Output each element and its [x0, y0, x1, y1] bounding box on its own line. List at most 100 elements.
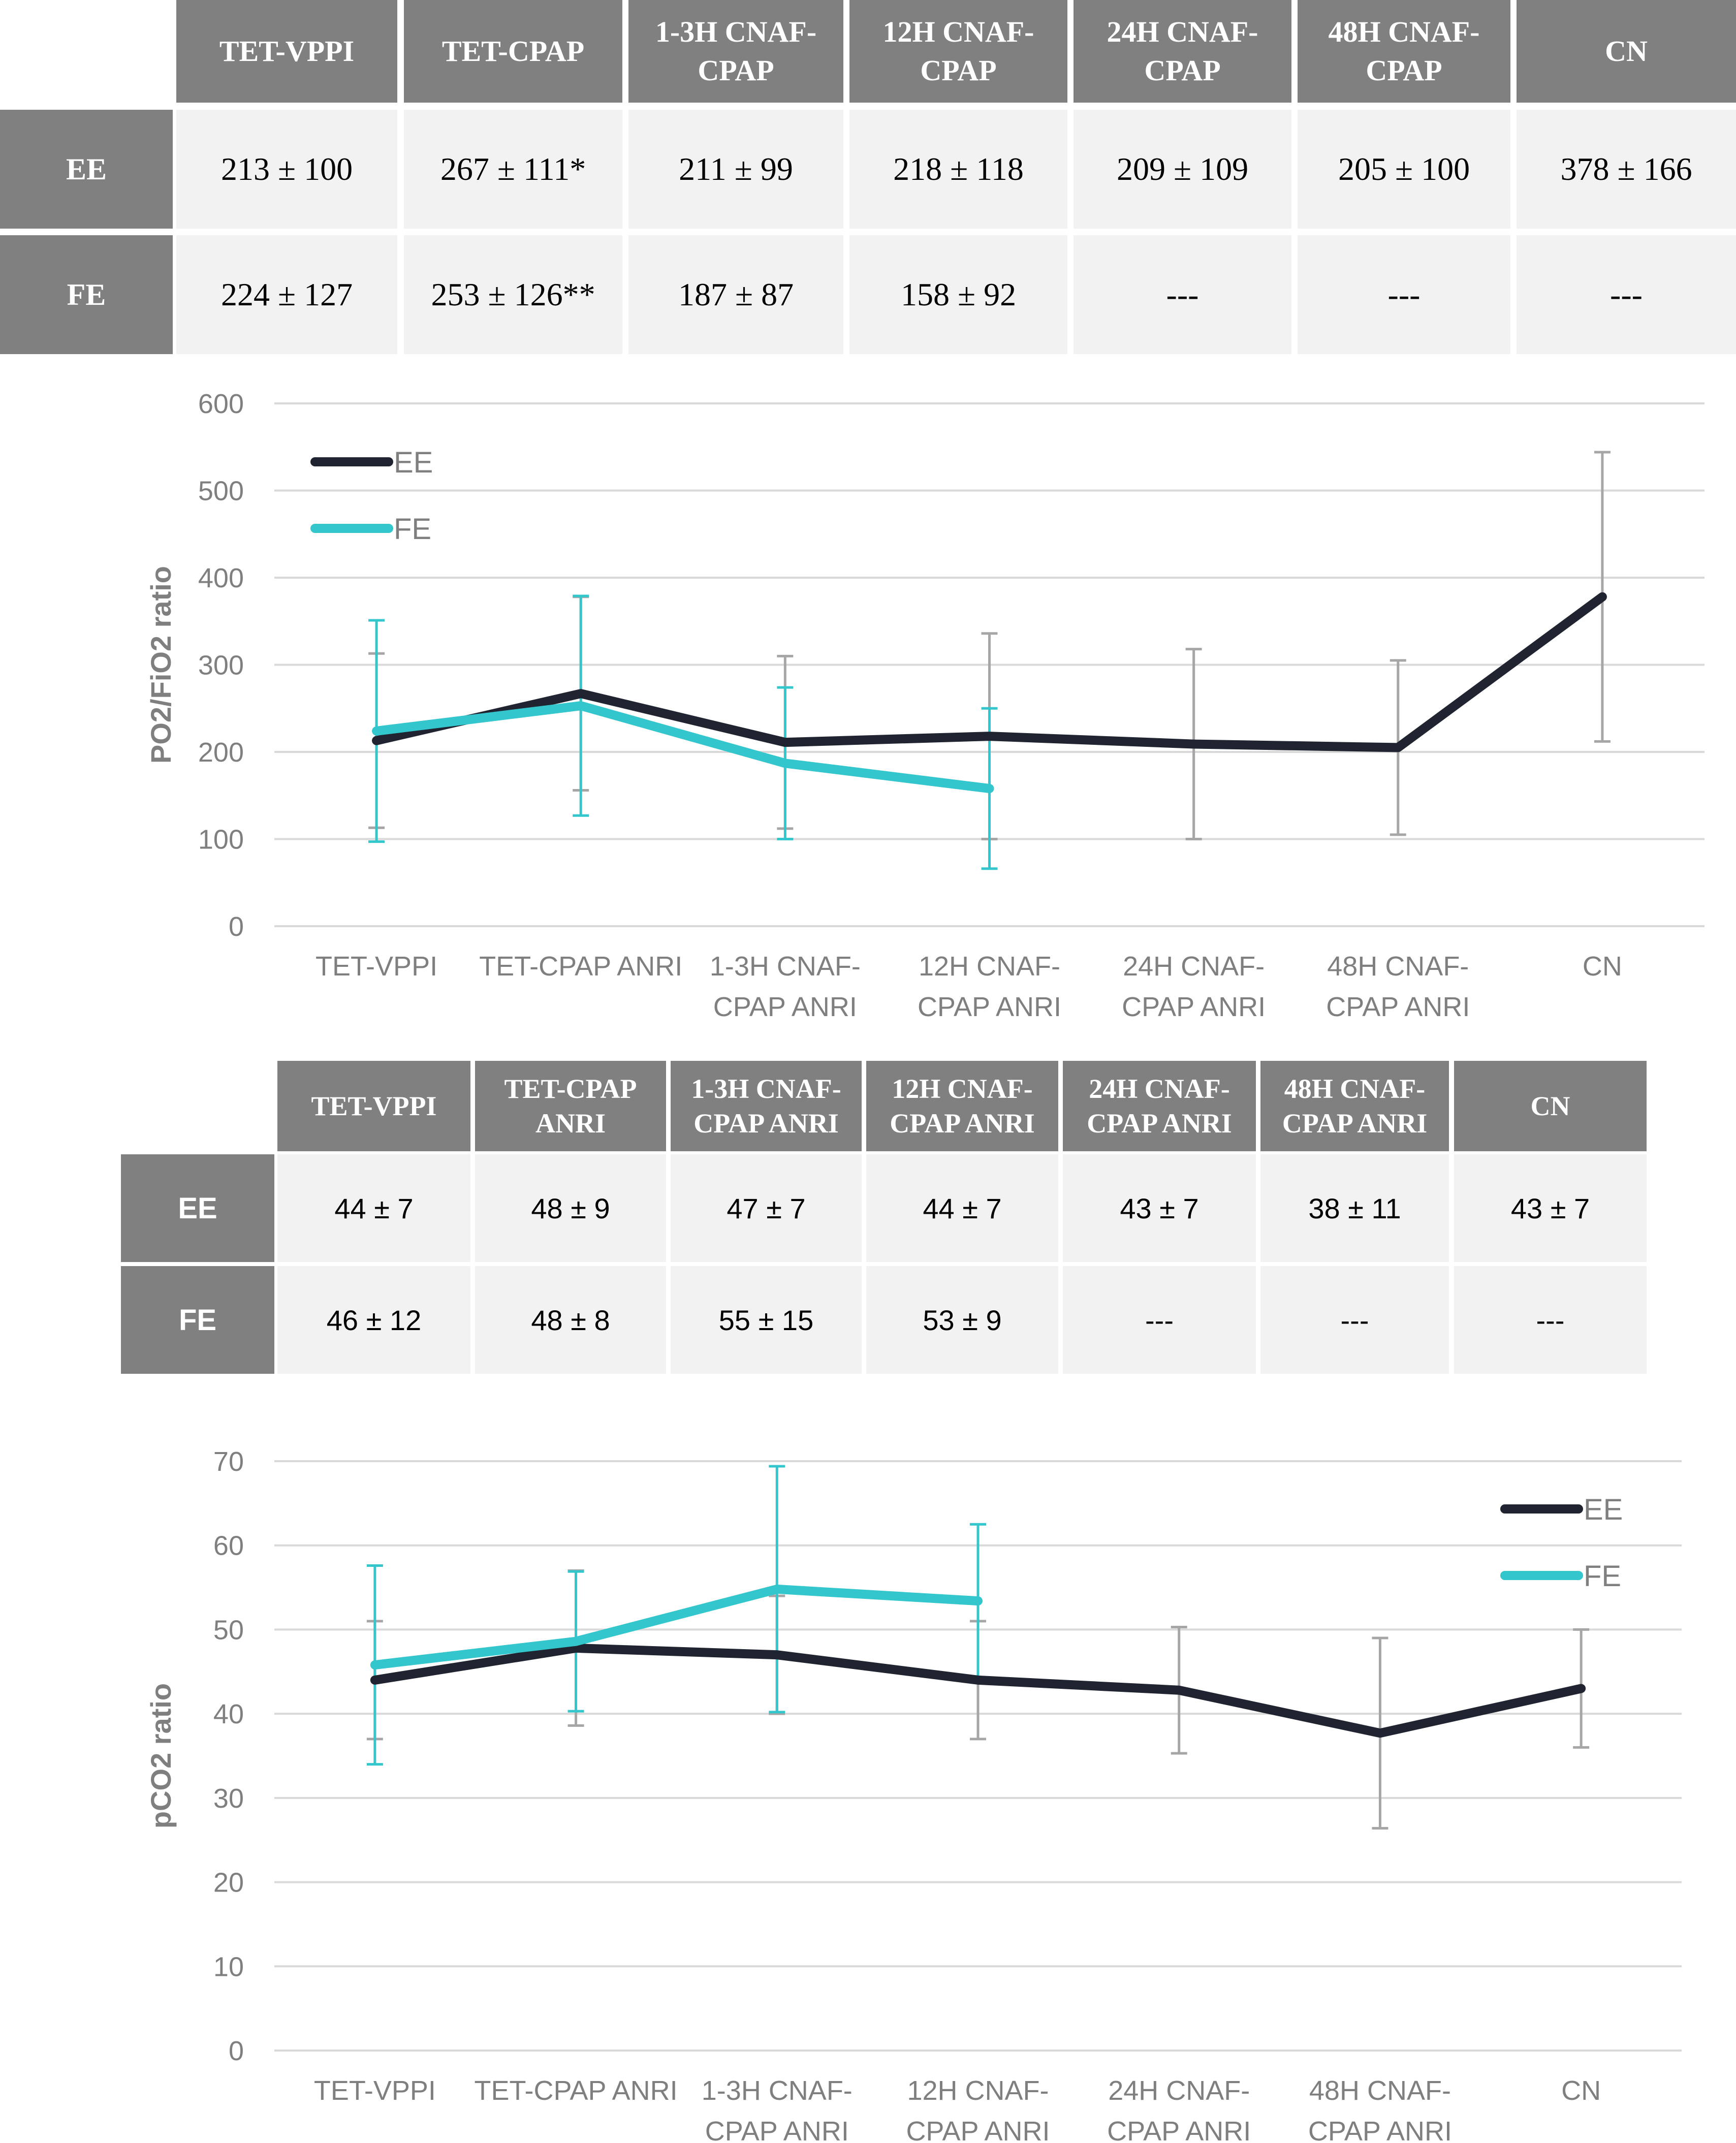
table-header-cell: TET-CPAP — [404, 0, 622, 103]
table-cell: --- — [1074, 235, 1291, 354]
data-point — [784, 742, 786, 743]
data-point — [575, 1647, 577, 1649]
x-tick-label: CPAP ANRI — [906, 2116, 1050, 2143]
data-point — [580, 693, 582, 695]
x-tick-label: CPAP ANRI — [1308, 2116, 1452, 2143]
x-tick-label: CPAP ANRI — [1122, 992, 1266, 1022]
data-point — [575, 1641, 577, 1642]
x-tick-label: TET-VPPI — [314, 2075, 436, 2106]
table-cell: 48 ± 8 — [475, 1266, 666, 1374]
table-row-label: FE — [121, 1266, 274, 1374]
table-header-cell: 1-3H CNAF- CPAP ANRI — [671, 1061, 862, 1151]
x-tick-label: 48H CNAF- — [1327, 951, 1469, 982]
table-cell: 53 ± 9 — [866, 1266, 1058, 1374]
table-cell: 253 ± 126** — [404, 235, 622, 354]
table-row-label: EE — [121, 1154, 274, 1262]
y-axis-label: pCO2 ratio — [145, 1683, 177, 1829]
y-tick-label: 40 — [213, 1699, 244, 1729]
y-tick-label: 20 — [213, 1868, 244, 1898]
table-cell: 267 ± 111* — [404, 110, 622, 229]
table-cell: 209 ± 109 — [1074, 110, 1291, 229]
y-tick-label: 30 — [213, 1783, 244, 1814]
y-tick-label: 600 — [198, 389, 244, 419]
table-header-cell: TET-CPAP ANRI — [475, 1061, 666, 1151]
data-point — [1379, 1732, 1381, 1734]
data-point — [989, 736, 990, 737]
table-header-cell: 12H CNAF- CPAP — [849, 0, 1067, 103]
data-point — [374, 1664, 375, 1666]
data-point — [776, 1588, 778, 1590]
data-point — [784, 763, 786, 764]
y-tick-label: 0 — [229, 2036, 244, 2066]
data-point — [977, 1679, 979, 1681]
table-header-cell: TET-VPPI — [277, 1061, 470, 1151]
legend-label: EE — [394, 446, 433, 479]
x-tick-label: 12H CNAF- — [919, 951, 1060, 982]
x-tick-label: 48H CNAF- — [1309, 2075, 1451, 2106]
y-tick-label: 60 — [213, 1531, 244, 1561]
x-tick-label: CN — [1583, 951, 1622, 982]
y-tick-label: 0 — [229, 911, 244, 942]
table-cell: 158 ± 92 — [849, 235, 1067, 354]
table-header-cell: 1-3H CNAF- CPAP — [628, 0, 843, 103]
table-row-label: FE — [0, 235, 173, 354]
x-tick-label: CPAP ANRI — [705, 2116, 849, 2143]
y-tick-label: 100 — [198, 825, 244, 855]
table-cell: 218 ± 118 — [849, 110, 1067, 229]
y-tick-label: 500 — [198, 476, 244, 507]
table-cell: 224 ± 127 — [176, 235, 397, 354]
data-point — [1581, 1688, 1582, 1689]
table-cell: 48 ± 9 — [475, 1154, 666, 1262]
series-line-fe — [372, 701, 994, 794]
x-tick-label: 1-3H CNAF- — [710, 951, 861, 982]
y-tick-label: 200 — [198, 737, 244, 768]
data-point — [1193, 743, 1194, 745]
x-tick-label: TET-VPPI — [315, 951, 437, 982]
table-row-label: EE — [0, 110, 173, 229]
table-cell: 43 ± 7 — [1454, 1154, 1647, 1262]
table-cell: --- — [1298, 235, 1510, 354]
legend-label: FE — [1584, 1560, 1621, 1593]
table-header-cell: TET-VPPI — [176, 0, 397, 103]
table-cell: --- — [1260, 1266, 1449, 1374]
table-header-cell: CN — [1454, 1061, 1647, 1151]
data-point — [376, 730, 377, 732]
table-cell: 38 ± 11 — [1260, 1154, 1449, 1262]
y-tick-label: 300 — [198, 650, 244, 681]
table-cell: --- — [1517, 235, 1736, 354]
table-cell: --- — [1454, 1266, 1647, 1374]
x-tick-label: CPAP ANRI — [1107, 2116, 1251, 2143]
x-tick-label: 24H CNAF- — [1108, 2075, 1250, 2106]
table-header-cell: 24H CNAF- CPAP — [1074, 0, 1291, 103]
data-point — [776, 1654, 778, 1656]
y-axis-label: PO2/FiO2 ratio — [145, 566, 177, 764]
table-cell: 44 ± 7 — [866, 1154, 1058, 1262]
data-point — [376, 740, 377, 741]
data-point — [989, 788, 990, 790]
table-cell: 44 ± 7 — [277, 1154, 470, 1262]
data-point — [580, 705, 582, 707]
x-tick-label: CPAP ANRI — [1326, 992, 1470, 1022]
table-cell: 187 ± 87 — [628, 235, 843, 354]
table-cell: --- — [1063, 1266, 1256, 1374]
y-tick-label: 10 — [213, 1951, 244, 1982]
table-header-cell: 12H CNAF- CPAP ANRI — [866, 1061, 1058, 1151]
legend-label: FE — [394, 513, 431, 546]
data-point — [1601, 596, 1603, 597]
x-tick-label: 12H CNAF- — [907, 2075, 1049, 2106]
table-cell: 47 ± 7 — [671, 1154, 862, 1262]
x-tick-label: CPAP ANRI — [918, 992, 1061, 1022]
series-line-fe — [370, 1584, 983, 1670]
y-tick-label: 400 — [198, 563, 244, 593]
legend-label: EE — [1584, 1493, 1623, 1526]
table-cell: 43 ± 7 — [1063, 1154, 1256, 1262]
data-point — [977, 1600, 979, 1602]
y-tick-label: 50 — [213, 1615, 244, 1645]
x-tick-label: TET-CPAP ANRI — [479, 951, 682, 982]
table-cell: 213 ± 100 — [176, 110, 397, 229]
table-header-cell: 48H CNAF- CPAP — [1298, 0, 1510, 103]
data-point — [1397, 747, 1399, 748]
table-cell: 55 ± 15 — [671, 1266, 862, 1374]
